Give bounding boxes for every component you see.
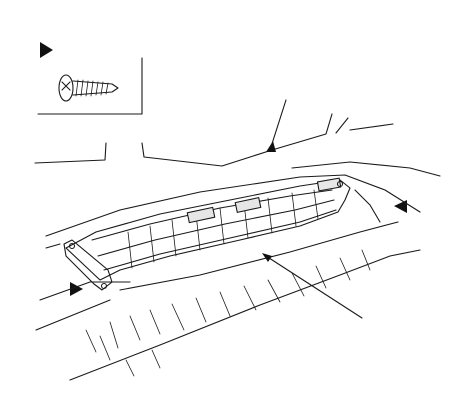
triangle-marker-icon	[394, 200, 407, 213]
grille-clip-tab	[234, 197, 262, 213]
bumper-body	[35, 174, 421, 381]
grille-bottom-rail	[103, 209, 337, 271]
bumper-mid-edge	[119, 221, 399, 291]
triangle-marker-icon	[40, 42, 53, 58]
grille-outer-frame	[65, 179, 351, 281]
bumper-lower-left	[39, 281, 131, 301]
bumper-upper-edge	[45, 174, 421, 237]
screw-hole	[100, 282, 108, 290]
panel-edge-left	[34, 142, 107, 164]
leader-arrow	[262, 253, 272, 262]
panel-edge-right	[335, 117, 394, 134]
leader-line-lower	[265, 255, 363, 319]
panel-edge-far-right	[291, 161, 441, 177]
triangle-marker-icon	[70, 282, 83, 296]
body-panel-outlines	[34, 113, 441, 177]
tapping-screw-icon	[58, 74, 119, 102]
screw-hole	[68, 242, 76, 250]
leader-line-upper	[266, 99, 287, 152]
bumper-bottom-edge	[69, 249, 421, 381]
screw-hole	[336, 180, 344, 188]
legend-box	[37, 42, 143, 115]
grille-assembly	[63, 177, 351, 291]
lower-fascia-ribs	[85, 249, 371, 377]
grille-center-rail	[97, 199, 335, 257]
grille-clip-tab	[316, 177, 342, 192]
legend-box-frame	[37, 57, 143, 115]
grille-clip-tab	[186, 206, 216, 224]
panel-edge-center	[141, 113, 333, 167]
